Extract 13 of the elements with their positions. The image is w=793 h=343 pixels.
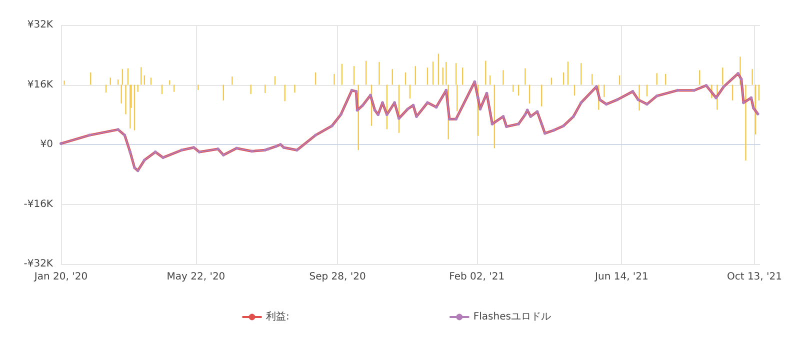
legend-label: 利益: — [266, 310, 290, 322]
y-tick-label: -¥32K — [24, 258, 54, 270]
legend-label: Flashesユロドル — [473, 312, 551, 322]
y-tick-label: ¥16K — [27, 79, 54, 90]
y-tick-label: ¥0 — [40, 139, 53, 150]
x-tick-label: Jun 14, '21 — [594, 272, 648, 282]
y-tick-label: ¥32K — [27, 20, 54, 30]
y-tick-label: -¥16K — [24, 198, 54, 210]
x-tick-label: Oct 13, '21 — [726, 272, 782, 282]
x-tick-label: Jan 20, '20 — [33, 272, 88, 282]
x-tick-label: Sep 28, '20 — [309, 272, 366, 282]
x-tick-label: Feb 02, '21 — [449, 272, 505, 282]
x-tick-label: May 22, '20 — [166, 272, 226, 282]
